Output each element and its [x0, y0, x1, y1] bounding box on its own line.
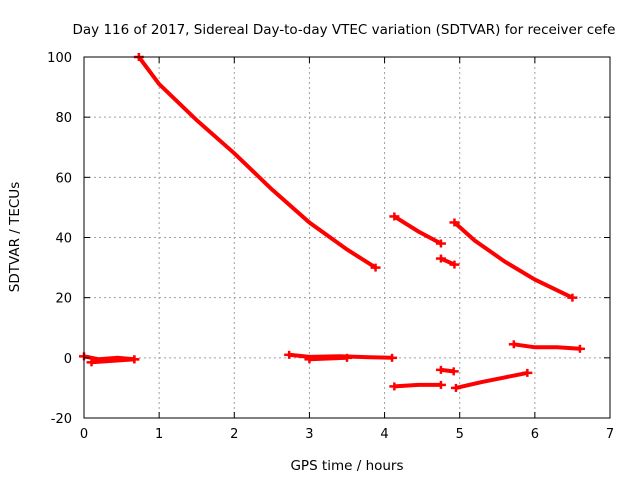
series-arc-4 — [449, 218, 578, 302]
y-tick-label: -20 — [51, 412, 72, 427]
tick-labels: 0 1 2 3 4 5 6 7 -20 0 20 40 60 80 100 — [47, 51, 614, 442]
data-series — [79, 53, 585, 392]
x-tick-label: 1 — [155, 427, 163, 442]
series-arc-6 — [86, 355, 140, 367]
x-tick-label: 2 — [230, 427, 238, 442]
y-tick-label: 20 — [55, 292, 72, 307]
series-line — [309, 355, 348, 362]
series-line — [394, 382, 441, 389]
series-arc-2 — [389, 212, 446, 248]
y-tick-label: 0 — [64, 352, 72, 367]
grid — [84, 57, 610, 418]
y-tick-label: 80 — [55, 111, 72, 126]
series-arc-10 — [435, 365, 459, 376]
series-line — [91, 357, 135, 365]
x-tick-label: 3 — [305, 427, 313, 442]
series-line — [137, 55, 377, 270]
series-arc-8 — [304, 353, 352, 364]
x-tick-label: 6 — [531, 427, 539, 442]
series-line — [455, 370, 528, 390]
series-arc-1 — [133, 53, 381, 272]
y-tick-label: 40 — [55, 232, 72, 247]
plot-frame — [83, 56, 611, 419]
y-tick-label: 100 — [47, 51, 72, 66]
series-line — [393, 214, 442, 246]
series-line — [513, 342, 581, 351]
chart-title: Day 116 of 2017, Sidereal Day-to-day VTE… — [73, 22, 616, 38]
x-tick-label: 7 — [606, 427, 614, 442]
x-tick-label: 5 — [456, 427, 464, 442]
series-arc-12 — [508, 340, 585, 353]
series-arc-3 — [435, 254, 460, 269]
y-tick-label: 60 — [55, 171, 72, 186]
x-tick-label: 0 — [80, 427, 88, 442]
series-arc-11 — [450, 368, 533, 392]
y-axis-label: SDTVAR / TECUs — [7, 182, 23, 292]
series-arc-9 — [389, 380, 446, 391]
series-line — [453, 221, 574, 300]
axis-ticks — [83, 56, 611, 419]
x-tick-label: 4 — [380, 427, 388, 442]
x-axis-label: GPS time / hours — [290, 458, 403, 474]
